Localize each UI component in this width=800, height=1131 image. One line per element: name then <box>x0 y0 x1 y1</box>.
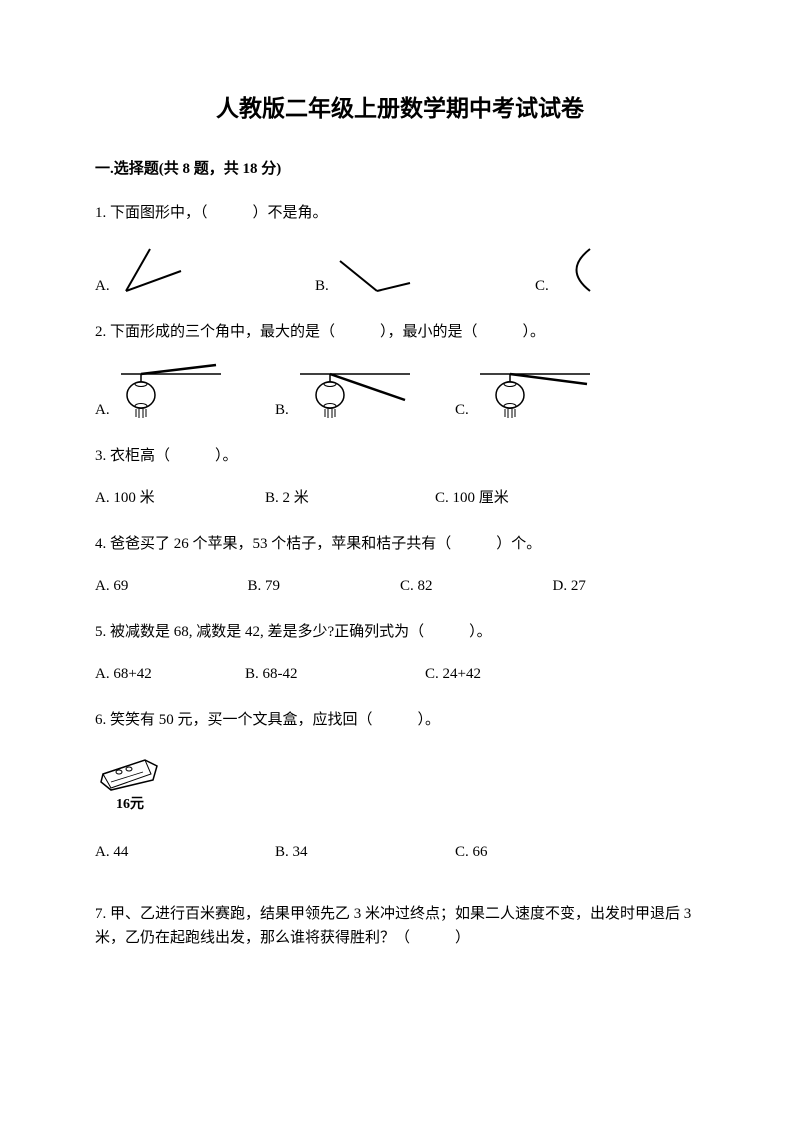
q4-optC: C. 82 <box>400 574 553 598</box>
q4-optA: A. 69 <box>95 574 248 598</box>
q4-text: 4. 爸爸买了 26 个苹果，53 个桔子，苹果和桔子共有（ ）个。 <box>95 532 705 556</box>
q6-optB: B. 34 <box>275 840 455 864</box>
q1-optB-label: B. <box>315 274 329 298</box>
q3-optC: C. 100 厘米 <box>435 486 509 510</box>
section-header: 一.选择题(共 8 题，共 18 分) <box>95 157 705 181</box>
q5-options: A. 68+42 B. 68-42 C. 24+42 <box>95 662 705 686</box>
pencil-box-price: 16元 <box>95 794 165 816</box>
lantern-angle-b-icon <box>295 362 415 422</box>
question-7: 7. 甲、乙进行百米赛跑，结果甲领先乙 3 米冲过终点；如果二人速度不变，出发时… <box>95 902 705 950</box>
q1-options: A. B. C. <box>95 243 705 298</box>
q6-optA: A. 44 <box>95 840 275 864</box>
question-4: 4. 爸爸买了 26 个苹果，53 个桔子，苹果和桔子共有（ ）个。 A. 69… <box>95 532 705 598</box>
angle-open-icon <box>116 243 186 298</box>
lantern-angle-c-icon <box>475 362 595 422</box>
q2-text: 2. 下面形成的三个角中，最大的是（ ），最小的是（ ）。 <box>95 320 705 344</box>
arc-icon <box>555 243 600 298</box>
q4-optB: B. 79 <box>248 574 401 598</box>
q6-options: A. 44 B. 34 C. 66 <box>95 840 705 864</box>
pencil-box-figure: 16元 <box>95 750 705 816</box>
q5-text: 5. 被减数是 68, 减数是 42, 差是多少?正确列式为（ ）。 <box>95 620 705 644</box>
pencil-box-icon <box>95 750 165 792</box>
q2-optC-label: C. <box>455 398 469 422</box>
q5-optB: B. 68-42 <box>245 662 425 686</box>
question-5: 5. 被减数是 68, 减数是 42, 差是多少?正确列式为（ ）。 A. 68… <box>95 620 705 686</box>
question-1: 1. 下面图形中，（ ）不是角。 A. B. C. <box>95 201 705 298</box>
q7-text: 7. 甲、乙进行百米赛跑，结果甲领先乙 3 米冲过终点；如果二人速度不变，出发时… <box>95 902 705 950</box>
q6-optC: C. 66 <box>455 840 488 864</box>
q5-optA: A. 68+42 <box>95 662 245 686</box>
q4-optD: D. 27 <box>553 574 706 598</box>
q1-optA-label: A. <box>95 274 110 298</box>
question-2: 2. 下面形成的三个角中，最大的是（ ），最小的是（ ）。 A. B. <box>95 320 705 422</box>
q3-optB: B. 2 米 <box>265 486 435 510</box>
q6-text: 6. 笑笑有 50 元，买一个文具盒，应找回（ ）。 <box>95 708 705 732</box>
angle-bent-icon <box>335 253 415 298</box>
q3-options: A. 100 米 B. 2 米 C. 100 厘米 <box>95 486 705 510</box>
lantern-angle-a-icon <box>116 362 226 422</box>
q4-options: A. 69 B. 79 C. 82 D. 27 <box>95 574 705 598</box>
page-title: 人教版二年级上册数学期中考试试卷 <box>95 90 705 127</box>
question-6: 6. 笑笑有 50 元，买一个文具盒，应找回（ ）。 16元 A. 44 B. … <box>95 708 705 864</box>
q1-text: 1. 下面图形中，（ ）不是角。 <box>95 201 705 225</box>
q2-optB-label: B. <box>275 398 289 422</box>
q3-text: 3. 衣柜高（ ）。 <box>95 444 705 468</box>
q1-optC-label: C. <box>535 274 549 298</box>
q2-options: A. B. <box>95 362 705 422</box>
q5-optC: C. 24+42 <box>425 662 481 686</box>
q3-optA: A. 100 米 <box>95 486 265 510</box>
q2-optA-label: A. <box>95 398 110 422</box>
question-3: 3. 衣柜高（ ）。 A. 100 米 B. 2 米 C. 100 厘米 <box>95 444 705 510</box>
